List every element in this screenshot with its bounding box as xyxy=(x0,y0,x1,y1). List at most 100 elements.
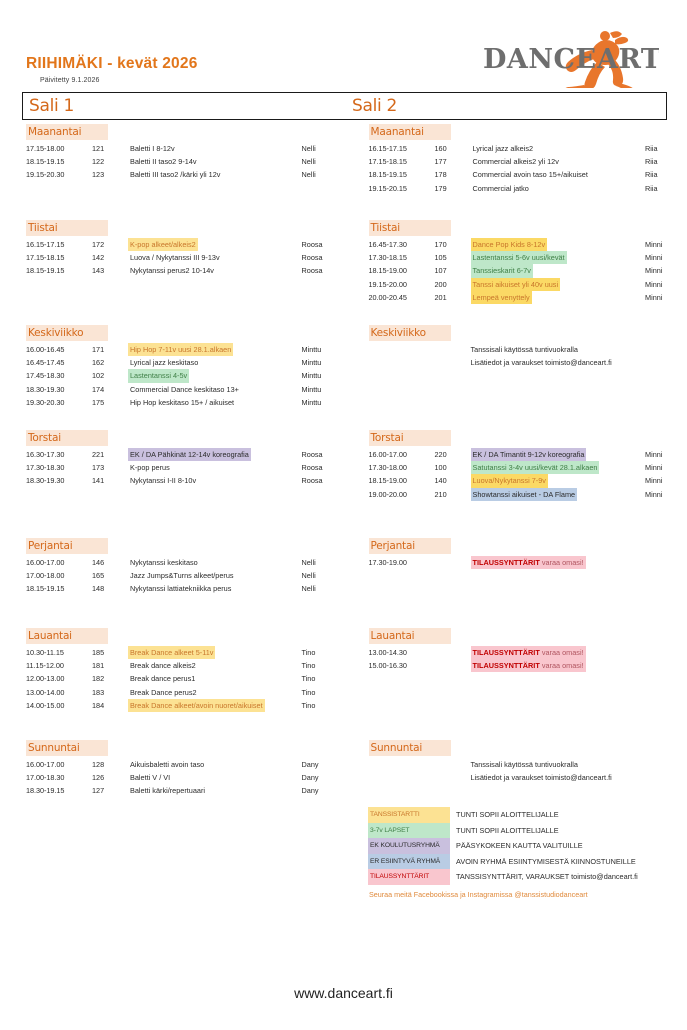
table-row[interactable]: 19.15-20.15 179 Commercial jatko Riia xyxy=(369,182,684,195)
legend-row: TILAUSSYNTTÄRIT TANSSISYNTTÄRIT, VARAUKSE… xyxy=(368,869,668,885)
table-row[interactable]: 16.00-17.00 146 Nykytanssi keskitaso Nelli xyxy=(26,556,340,569)
legend-row: EK KOULUTUSRYHMÄ PÄÄSYKOKEEN KAUTTA VALIT… xyxy=(368,838,668,854)
table-row[interactable]: 17.45-18.30 102 Lastentanssi 4-5v Minttu xyxy=(26,369,340,383)
class-code: 173 xyxy=(92,463,105,473)
class-teacher: Dany xyxy=(301,786,319,796)
table-row[interactable]: 18.30-19.30 174 Commercial Dance keskitaso… xyxy=(26,383,340,396)
class-code xyxy=(435,659,471,672)
table-row[interactable]: 16.30-17.30 221 EK / DA Pähkinät 12-14v ko… xyxy=(26,448,340,462)
table-row[interactable]: 18.30-19.30 141 Nykytanssi I-II 8-10v Roosa xyxy=(26,474,340,487)
table-row[interactable]: 16.00-17.00 220 EK / DA Timantit 9-12v kor… xyxy=(369,448,684,462)
table-row[interactable]: 16.15-17.15 172 K-pop alkeet/alkeis2 Roosa xyxy=(26,238,340,252)
table-row[interactable]: 19.30-20.30 175 Hip Hop keskitaso 15+ / ai… xyxy=(26,396,340,409)
table-row[interactable]: 17.30-18.30 173 K-pop perus Roosa xyxy=(26,461,340,474)
table-row[interactable]: 17.15-18.15 177 Commercial alkeis2 yli 12v… xyxy=(369,155,684,168)
updated-date: Päivitetty 9.1.2026 xyxy=(40,76,100,84)
class-code: 105 xyxy=(434,253,447,263)
class-name: Baletti kärki/repertuaari xyxy=(130,786,206,796)
table-row[interactable]: 15.00-16.30 TILAUSSYNTTÄRIT varaa omasi! xyxy=(369,659,684,673)
table-row[interactable]: 17.15-18.15 142 Luova / Nykytanssi III 9-1… xyxy=(26,251,340,264)
table-row[interactable]: 16.00-16.45 171 Hip Hop 7-11v uusi 28.1.al… xyxy=(26,343,340,357)
logo-text-dance: DANCE xyxy=(483,44,597,75)
table-row[interactable]: 17.00-18.30 126 Baletti V / VI Dany xyxy=(26,771,340,784)
class-time: 17.00-18.30 xyxy=(26,773,65,783)
class-table: 13.00-14.30 TILAUSSYNTTÄRIT varaa omasi! 1… xyxy=(369,646,684,673)
table-row[interactable]: 18.15-19.15 122 Baletti II taso2 9-14v Nell… xyxy=(26,155,340,168)
class-name: Break Dance alkeet 5-11v xyxy=(128,646,302,660)
class-teacher: Minni xyxy=(645,463,663,473)
table-row[interactable]: 13.00-14.00 183 Break Dance perus2 Tino xyxy=(26,686,340,699)
class-name: Luova / Nykytanssi III 9-13v xyxy=(130,253,220,263)
day-block-maanantai: Maanantai 17.15-18.00 121 Baletti I 8-12v Ne… xyxy=(26,122,340,218)
hall-1-title: Sali 1 xyxy=(29,96,75,116)
class-code: 123 xyxy=(92,170,105,180)
table-row[interactable]: 18.15-19.00 140 Luova/Nykytanssi 7-9v Minni xyxy=(369,474,684,488)
table-row[interactable]: 10.30-11.15 185 Break Dance alkeet 5-11v Ti… xyxy=(26,646,340,660)
class-table: 16.00-16.45 171 Hip Hop 7-11v uusi 28.1.al… xyxy=(26,343,340,409)
class-time: 17.30-18.30 xyxy=(26,463,65,473)
class-name: EK / DA Timantit 9-12v koreografia xyxy=(470,448,646,462)
class-time: 18.30-19.30 xyxy=(26,384,65,394)
class-name: K-pop perus xyxy=(130,463,170,473)
class-code: 177 xyxy=(434,157,447,167)
day-block-lauantai: Lauantai 10.30-11.15 185 Break Dance alkeet… xyxy=(26,626,340,738)
table-row[interactable]: 17.15-18.00 121 Baletti I 8-12v Nelli xyxy=(26,142,340,155)
table-row[interactable]: 13.00-14.30 TILAUSSYNTTÄRIT varaa omasi! xyxy=(369,646,684,660)
class-name: TILAUSSYNTTÄRIT varaa omasi! xyxy=(470,646,646,660)
day-block-torstai: Torstai 16.30-17.30 221 EK / DA Pähkinät 12… xyxy=(26,428,340,536)
day-header: Tiistai xyxy=(368,220,451,236)
class-table: 16.00-17.00 220 EK / DA Timantit 9-12v kor… xyxy=(369,448,684,501)
class-name: Lastentanssi 4-5v xyxy=(128,369,302,383)
legend: TANSSISTARTTI TUNTI SOPII ALOITTELIJALLE 3… xyxy=(368,807,668,899)
legend-description: TUNTI SOPII ALOITTELIJALLE xyxy=(456,810,559,820)
class-teacher: Minni xyxy=(645,279,663,289)
class-table: 17.30-19.00 TILAUSSYNTTÄRIT varaa omasi! xyxy=(369,556,684,570)
class-name: Nykytanssi perus2 10-14v xyxy=(130,266,214,276)
class-teacher: Nelli xyxy=(301,157,316,167)
table-row[interactable]: 17.00-18.00 165 Jazz Jumps&Turns alkeet/pe… xyxy=(26,569,340,582)
table-row[interactable]: 18.15-19.15 178 Commercial avoin taso 15+/… xyxy=(369,168,684,181)
class-teacher: Minni xyxy=(645,253,663,263)
day-header: Perjantai xyxy=(26,538,108,554)
class-time: 17.30-18.15 xyxy=(368,253,407,263)
day-header: Sunnuntai xyxy=(26,740,108,756)
class-teacher: Nelli xyxy=(301,170,316,180)
table-row[interactable]: 16.00-17.00 128 Aikuisbaletti avoin taso Da… xyxy=(26,758,340,771)
table-row[interactable]: 17.30-18.00 100 Satutanssi 3-4v uusi/kevät… xyxy=(369,461,684,475)
table-row[interactable]: 18.30-19.15 127 Baletti kärki/repertuaari D… xyxy=(26,784,340,797)
class-teacher: Roosa xyxy=(301,476,323,486)
class-code: 122 xyxy=(92,157,105,167)
class-name: Jazz Jumps&Turns alkeet/perus xyxy=(130,571,234,581)
table-row[interactable]: 17.30-19.00 TILAUSSYNTTÄRIT varaa omasi! xyxy=(369,556,684,570)
class-name: TILAUSSYNTTÄRIT varaa omasi! xyxy=(470,659,646,673)
table-row[interactable]: 16.45-17.45 162 Lyrical jazz keskitaso Mint… xyxy=(26,356,340,369)
class-code: 121 xyxy=(92,144,105,153)
website-link[interactable]: www.danceart.fi xyxy=(294,985,393,1001)
table-row[interactable]: 18.15-19.15 143 Nykytanssi perus2 10-14v Ro… xyxy=(26,264,340,277)
table-row[interactable]: 14.00-15.00 184 Break Dance alkeet/avoin n… xyxy=(26,698,340,713)
class-time: 11.15-12.00 xyxy=(26,661,64,671)
table-row[interactable]: 19.15-20.00 200 Tanssi aikuiset yli 40v uu… xyxy=(369,277,684,291)
table-row[interactable]: 20.00-20.45 201 Lempeä venyttely Minni xyxy=(369,290,684,305)
class-code: 178 xyxy=(434,170,447,180)
day-block-lauantai: Lauantai 13.00-14.30 TILAUSSYNTTÄRIT varaa… xyxy=(368,626,684,738)
table-row[interactable]: 18.15-19.15 148 Nykytanssi lattiatekniikka… xyxy=(26,582,340,595)
table-row[interactable]: 16.15-17.15 160 Lyrical jazz alkeis2 Riia xyxy=(369,142,684,155)
table-row[interactable]: 17.30-18.15 105 Lastentanssi 5-6v uusi/kev… xyxy=(368,251,684,265)
class-name: K-pop alkeet/alkeis2 xyxy=(128,238,302,252)
class-teacher: Tino xyxy=(301,661,316,671)
table-row[interactable]: 16.45-17.30 170 Dance Pop Kids 8-12v Minni xyxy=(368,238,684,252)
class-teacher xyxy=(645,646,683,659)
class-name: Break Dance alkeet/avoin nuoret/aikuiset xyxy=(128,698,302,713)
legend-row: ER ESIINTYVÄ RYHMÄ AVOIN RYHMÄ ESIINTYMIS… xyxy=(368,853,668,869)
class-time: 16.00-17.00 xyxy=(26,558,65,567)
class-teacher: Nelli xyxy=(301,558,316,567)
class-code: 128 xyxy=(92,760,105,769)
table-row[interactable]: 19.15-20.30 123 Baletti III taso2 /kärki y… xyxy=(26,168,340,181)
table-row[interactable]: 11.15-12.00 181 Break dance alkeis2 Tino xyxy=(26,659,340,672)
table-row[interactable]: 19.00-20.00 210 Showtanssi aikuiset - DA F… xyxy=(369,487,684,501)
class-code: 141 xyxy=(92,476,105,486)
class-time: 16.45-17.30 xyxy=(368,240,407,249)
table-row[interactable]: 12.00-13.00 182 Break dance perus1 Tino xyxy=(26,672,340,685)
table-row[interactable]: 18.15-19.00 107 Tanssieskarit 6-7v Minni xyxy=(369,264,684,278)
